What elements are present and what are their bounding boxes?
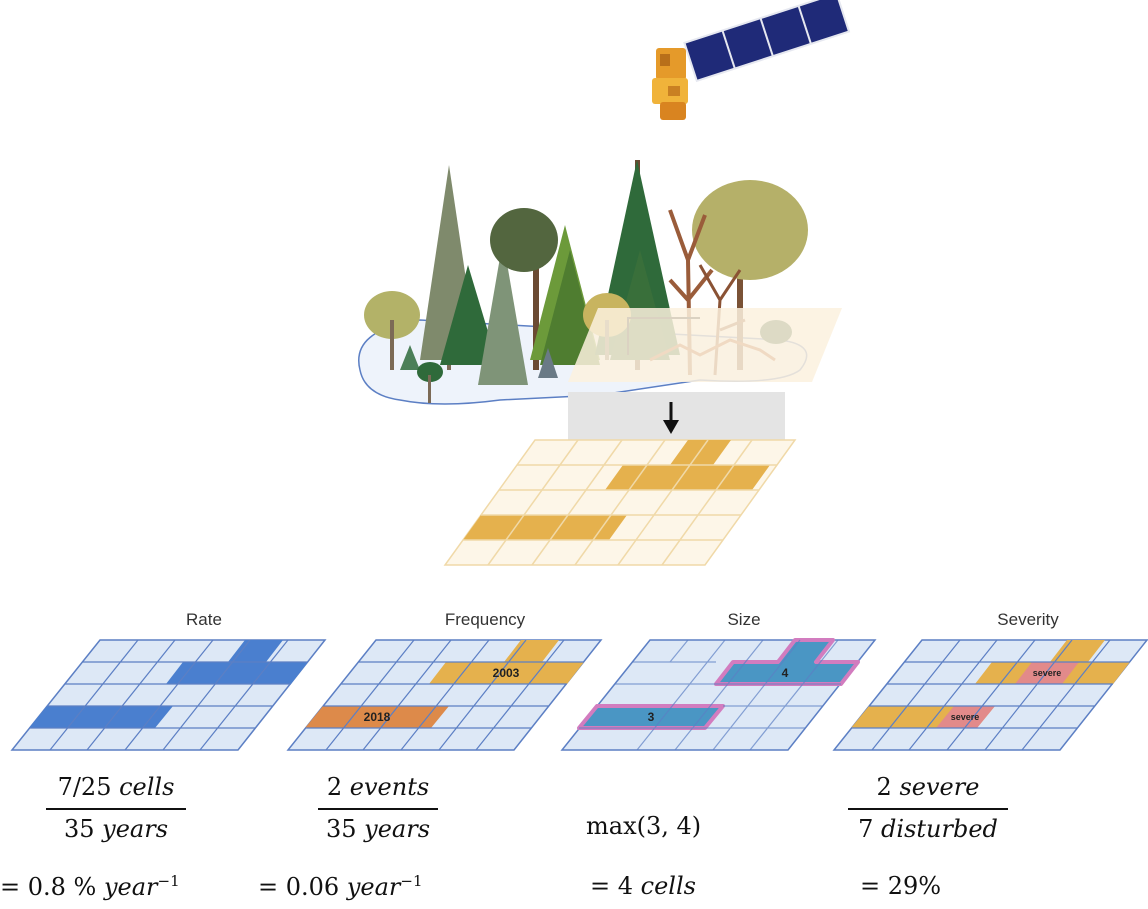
severity-den-count: 7 [858, 815, 874, 843]
severity-label-top: severe [1033, 668, 1062, 678]
panel-title-severity: Severity [997, 610, 1059, 629]
frequency-den-count: 35 [325, 815, 357, 843]
rate-grid [10, 639, 327, 751]
frequency-num-count: 2 [326, 773, 343, 801]
severity-fraction: 2 severe 7 disturbed [798, 772, 1058, 844]
rate-den-unit: years [102, 815, 169, 843]
size-result-value: = 4 [590, 872, 634, 900]
severity-num-unit: severe [899, 773, 980, 801]
size-grid: 4 3 [560, 638, 877, 751]
frequency-den-unit: years [364, 815, 431, 843]
severity-label-bottom: severe [951, 712, 980, 722]
rate-den-count: 35 [63, 815, 95, 843]
severity-result-value: = 29% [860, 872, 942, 900]
panel-title-frequency: Frequency [444, 610, 526, 629]
panel-title-rate: Rate [186, 610, 222, 629]
rate-result-value: = 0.8 % [0, 873, 97, 901]
size-label-4: 4 [782, 666, 789, 680]
main-disturbance-grid [443, 439, 797, 566]
severity-grid: severe severe [832, 639, 1148, 751]
severity-den-unit: disturbed [881, 815, 998, 843]
severity-result: = 29% [860, 872, 941, 900]
size-result: = 4 cells [590, 872, 696, 900]
rate-result-unit: year [103, 873, 158, 901]
frequency-result: = 0.06 year−1 [258, 872, 423, 901]
size-label-3: 3 [648, 710, 655, 724]
rate-fraction: 7/25 cells 35 years [0, 772, 246, 844]
rate-result-exp: −1 [157, 872, 180, 890]
frequency-result-value: = 0.06 [258, 873, 340, 901]
frequency-result-unit: year [346, 873, 401, 901]
down-arrow-icon [663, 402, 679, 434]
rate-result: = 0.8 % year−1 [0, 872, 180, 901]
size-expression: max(3, 4) [586, 812, 702, 840]
panel-title-size: Size [727, 610, 761, 629]
satellite-icon [652, 0, 851, 120]
size-result-unit: cells [640, 872, 696, 900]
frequency-label-2003: 2003 [493, 666, 520, 680]
frequency-num-unit: events [349, 773, 430, 801]
frequency-result-exp: −1 [400, 872, 423, 890]
rate-num-count: 7/25 [57, 773, 112, 801]
frequency-fraction: 2 events 35 years [248, 772, 508, 844]
frequency-label-2018: 2018 [364, 710, 391, 724]
severity-num-count: 2 [876, 773, 892, 801]
rate-num-unit: cells [119, 773, 175, 801]
frequency-grid: 2003 2018 [286, 639, 603, 751]
